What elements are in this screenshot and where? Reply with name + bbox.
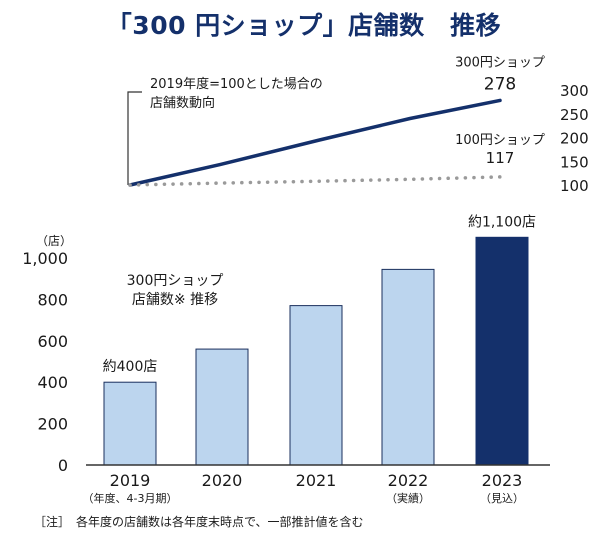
annotation-bracket — [127, 91, 142, 185]
bar-2019 — [103, 381, 157, 466]
bar-x-sublabel: （年度、4-3月期） — [83, 491, 178, 505]
line-y-tick-label: 250 — [560, 106, 589, 124]
bar-y-tick-label: 0 — [58, 456, 68, 475]
bar-x-tick-label: 2021 — [296, 471, 337, 490]
footnote: ［注］ 各年度の店舗数は各年度末時点で、一部推計値を含む — [34, 514, 364, 529]
bar-x-tick-label: 2023 — [482, 471, 523, 490]
series-name-300yen: 300円ショップ — [455, 55, 545, 70]
bar-2021 — [289, 305, 343, 466]
line-y-tick-label: 200 — [560, 130, 589, 148]
bar-2023 — [475, 236, 529, 466]
series-line-300yen — [128, 98, 502, 187]
series-end-value-300yen: 278 — [484, 74, 516, 94]
line-y-tick-label: 100 — [560, 177, 589, 195]
chart-title: 「300 円ショップ」店舗数 推移 — [106, 11, 502, 40]
bar-y-tick-label: 200 — [37, 415, 68, 434]
bar-y-axis-unit: （店） — [36, 234, 72, 248]
bar-y-tick-label: 600 — [37, 332, 68, 351]
bar-y-tick-label: 800 — [37, 290, 68, 309]
series-name-100yen: 100円ショップ — [455, 133, 545, 148]
bar-x-tick-label: 2019 — [110, 471, 151, 490]
bar-y-tick-label: 1,000 — [22, 249, 68, 268]
line-annotation-text: 店舗数動向 — [150, 95, 215, 111]
bar-2020 — [195, 348, 249, 466]
line-y-tick-label: 150 — [560, 153, 589, 171]
bar-value-label: 約1,100店 — [468, 214, 536, 230]
line-annotation-text: 2019年度=100とした場合の — [150, 76, 323, 92]
bar-y-tick-label: 400 — [37, 373, 68, 392]
bar-x-sublabel: （実績） — [386, 491, 430, 505]
bar-value-label: 約400店 — [103, 359, 158, 375]
bar-x-tick-label: 2022 — [388, 471, 429, 490]
bar-x-sublabel: （見込） — [480, 492, 524, 505]
bar-chart-subtitle: 300円ショップ — [127, 273, 224, 289]
series-line-100yen — [128, 175, 502, 187]
bar-chart-subtitle: 店舗数※ 推移 — [132, 292, 218, 308]
bar-x-tick-label: 2020 — [202, 471, 243, 490]
line-y-tick-label: 300 — [560, 82, 589, 100]
bar-2022 — [381, 268, 435, 466]
series-end-value-100yen: 117 — [486, 149, 515, 167]
